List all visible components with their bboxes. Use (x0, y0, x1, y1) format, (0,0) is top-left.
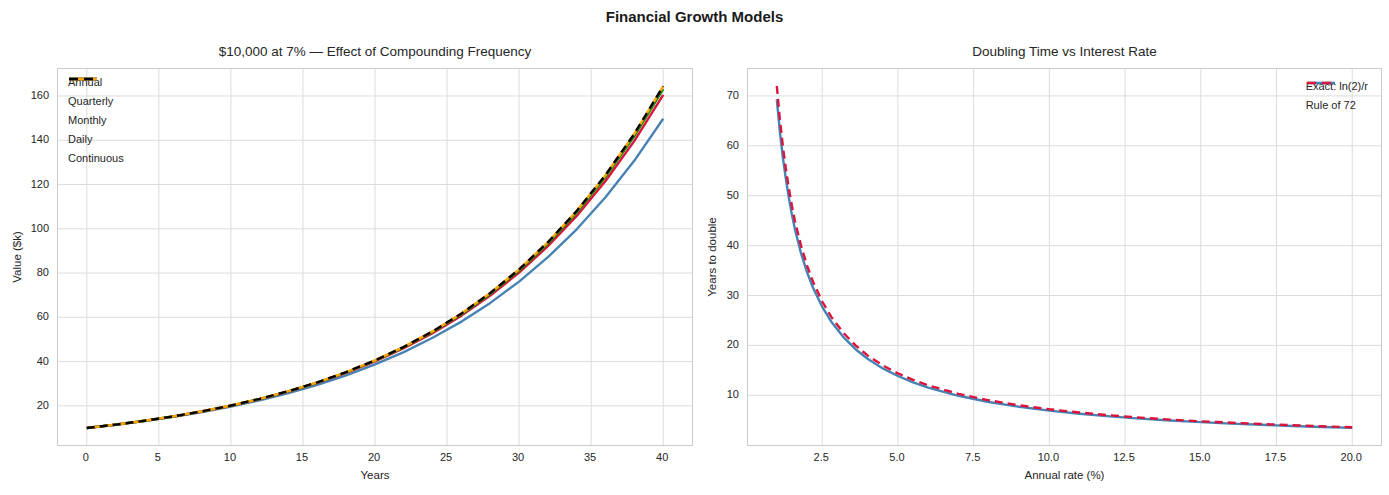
left-legend: AnnualQuarterlyMonthlyDailyContinuous (68, 74, 124, 165)
right-chart-canvas (748, 69, 1381, 445)
y-tick-label: 50 (695, 188, 739, 202)
y-tick-label: 40 (5, 354, 49, 368)
left-x-axis-label: Years (57, 469, 693, 481)
legend-item: Continuous (68, 150, 124, 165)
x-tick-label: 35 (584, 450, 596, 464)
x-tick-label: 12.5 (1113, 450, 1134, 464)
x-tick-label: 20 (368, 450, 380, 464)
right-plot-area: Exact: ln(2)/rRule of 72 (747, 68, 1382, 446)
left-chart-canvas (58, 69, 692, 445)
y-tick-label: 100 (5, 221, 49, 235)
series-line-rule-of-72 (777, 86, 1352, 427)
right-legend: Exact: ln(2)/rRule of 72 (1306, 78, 1368, 112)
y-tick-label: 40 (695, 238, 739, 252)
legend-label: Quarterly (68, 95, 113, 107)
x-tick-label: 17.5 (1265, 450, 1286, 464)
figure-financial-growth-models: Financial Growth Models $10,000 at 7% — … (0, 0, 1389, 495)
y-tick-label: 60 (5, 309, 49, 323)
legend-label: Daily (68, 133, 92, 145)
x-tick-label: 10.0 (1038, 450, 1059, 464)
legend-item: Rule of 72 (1306, 97, 1368, 112)
x-tick-label: 7.5 (965, 450, 980, 464)
x-tick-label: 2.5 (814, 450, 829, 464)
right-y-axis-label: Years to double (706, 217, 718, 297)
x-tick-label: 20.0 (1341, 450, 1362, 464)
y-tick-label: 20 (695, 337, 739, 351)
legend-label: Continuous (68, 152, 124, 164)
x-tick-label: 15 (296, 450, 308, 464)
legend-label: Rule of 72 (1306, 99, 1356, 111)
y-tick-label: 20 (5, 398, 49, 412)
x-tick-label: 10 (224, 450, 236, 464)
legend-line-swatch (68, 74, 98, 84)
legend-line-swatch (1306, 78, 1336, 88)
x-tick-label: 25 (440, 450, 452, 464)
y-tick-label: 70 (695, 88, 739, 102)
x-tick-label: 30 (512, 450, 524, 464)
x-tick-label: 40 (656, 450, 668, 464)
x-tick-label: 5 (155, 450, 161, 464)
legend-item: Quarterly (68, 93, 124, 108)
x-tick-label: 5.0 (889, 450, 904, 464)
y-tick-label: 140 (5, 132, 49, 146)
y-tick-label: 60 (695, 138, 739, 152)
left-plot-area: AnnualQuarterlyMonthlyDailyContinuous (57, 68, 693, 446)
x-tick-label: 0 (83, 450, 89, 464)
legend-item: Daily (68, 131, 124, 146)
legend-label: Monthly (68, 114, 107, 126)
y-tick-label: 120 (5, 177, 49, 191)
left-plot-title: $10,000 at 7% — Effect of Compounding Fr… (57, 44, 693, 59)
y-tick-label: 160 (5, 88, 49, 102)
x-tick-label: 15.0 (1189, 450, 1210, 464)
figure-title: Financial Growth Models (0, 8, 1389, 25)
y-tick-label: 80 (5, 265, 49, 279)
y-tick-label: 10 (695, 387, 739, 401)
y-tick-label: 30 (695, 288, 739, 302)
series-line-exact-ln-2-r (777, 99, 1352, 428)
right-x-axis-label: Annual rate (%) (747, 469, 1382, 481)
right-plot-title: Doubling Time vs Interest Rate (747, 44, 1382, 59)
legend-item: Monthly (68, 112, 124, 127)
